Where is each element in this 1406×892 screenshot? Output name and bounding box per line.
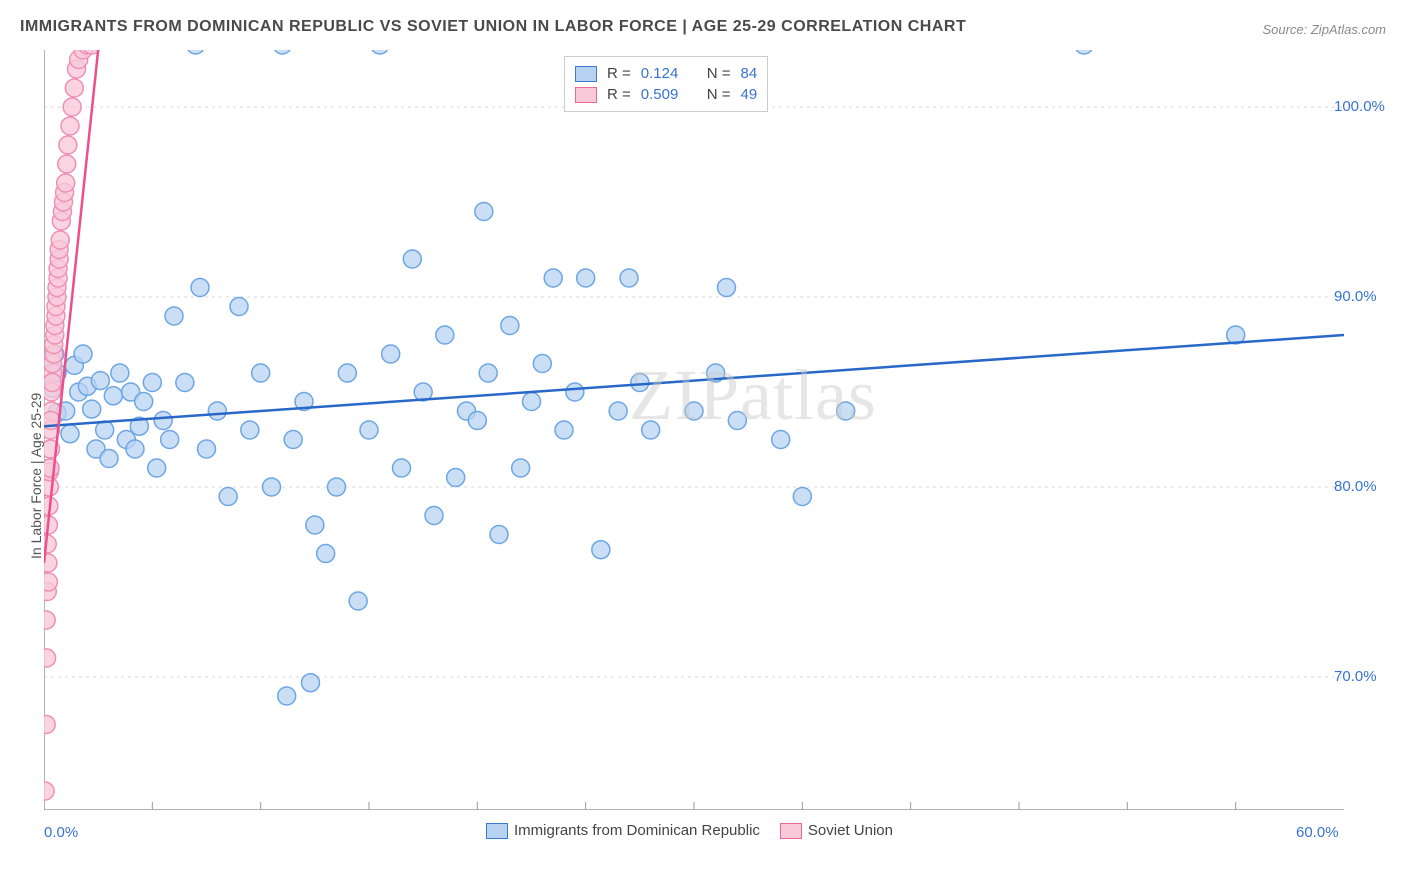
legend-n-value: 49: [741, 86, 758, 103]
legend-item: Immigrants from Dominican Republic: [486, 822, 760, 839]
x-tick-label: 0.0%: [44, 824, 78, 841]
legend-row: R = 0.124 N = 84: [575, 63, 757, 84]
legend-correlation: R = 0.124 N = 84 R = 0.509 N = 49: [564, 56, 768, 112]
legend-n-value: 84: [741, 65, 758, 82]
legend-item: Soviet Union: [780, 822, 893, 839]
legend-chip: [575, 66, 597, 82]
chart-title: IMMIGRANTS FROM DOMINICAN REPUBLIC VS SO…: [20, 18, 966, 36]
legend-chip: [486, 823, 508, 839]
source-label: Source: ZipAtlas.com: [1262, 22, 1386, 37]
legend-n-label: N =: [707, 65, 731, 82]
legend-label: Soviet Union: [808, 822, 893, 839]
legend-n-label: N =: [707, 86, 731, 103]
y-tick-label: 70.0%: [1334, 668, 1377, 685]
legend-chip: [575, 87, 597, 103]
legend-chip: [780, 823, 802, 839]
scatter-plot: [44, 50, 1344, 810]
x-tick-label: 60.0%: [1296, 824, 1339, 841]
legend-r-label: R =: [607, 86, 631, 103]
y-tick-label: 100.0%: [1334, 98, 1385, 115]
legend-series: Immigrants from Dominican Republic Soviet…: [486, 822, 893, 839]
legend-label: Immigrants from Dominican Republic: [514, 822, 760, 839]
legend-row: R = 0.509 N = 49: [575, 84, 757, 105]
legend-r-value: 0.124: [641, 65, 697, 82]
y-tick-label: 90.0%: [1334, 288, 1377, 305]
legend-r-label: R =: [607, 65, 631, 82]
chart-container: IMMIGRANTS FROM DOMINICAN REPUBLIC VS SO…: [0, 0, 1406, 892]
y-axis-label: In Labor Force | Age 25-29: [28, 393, 44, 559]
y-tick-label: 80.0%: [1334, 478, 1377, 495]
legend-r-value: 0.509: [641, 86, 697, 103]
